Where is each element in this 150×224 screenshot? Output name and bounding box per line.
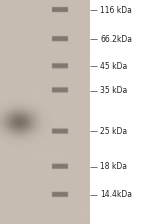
Text: 66.2kDa: 66.2kDa [100,35,132,44]
Text: 14.4kDa: 14.4kDa [100,190,132,199]
Text: 116 kDa: 116 kDa [100,6,132,15]
Text: 18 kDa: 18 kDa [100,162,127,171]
Bar [90,0,150,224]
Text: 35 kDa: 35 kDa [100,86,128,95]
Text: 25 kDa: 25 kDa [100,127,128,136]
Text: 45 kDa: 45 kDa [100,62,128,71]
